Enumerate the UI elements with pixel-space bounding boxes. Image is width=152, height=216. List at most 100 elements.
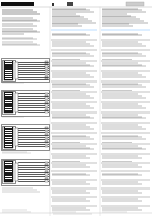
Bar [51,132,97,134]
Bar [45,74,48,75]
Bar [101,153,150,155]
Bar [15,128,18,146]
Bar [45,164,48,165]
Bar [5,95,12,96]
Bar [1,2,34,6]
Bar [45,78,48,79]
Bar [45,107,48,108]
Bar [45,132,48,133]
Bar [1,90,49,116]
Bar [51,60,97,62]
Bar [51,187,97,190]
Bar [51,101,97,103]
Bar [5,139,12,140]
Bar [5,164,12,165]
Bar [45,173,48,175]
Bar [45,171,48,172]
Bar [126,2,144,6]
Bar [5,169,12,170]
Bar [101,80,150,83]
Bar [45,104,48,106]
Bar [51,91,97,93]
Bar [45,93,48,94]
Bar [51,70,97,72]
Bar [5,76,12,77]
Bar [5,127,12,128]
Bar [101,91,150,93]
Bar [5,144,12,145]
Bar [4,92,13,113]
Bar [101,122,150,124]
Bar [45,169,48,170]
Bar [51,153,97,155]
Bar [5,137,12,138]
Bar [51,122,97,124]
Bar [45,102,48,103]
Bar [45,61,48,62]
Bar [5,100,12,101]
Bar [45,166,48,168]
Bar [2,60,15,81]
Bar [101,143,150,145]
Bar [15,163,18,181]
Bar [5,102,12,103]
Bar [5,109,12,110]
Bar [101,101,150,103]
Bar [45,100,48,101]
Bar [101,39,150,41]
Bar [5,171,12,172]
Bar [15,62,18,79]
Bar [51,111,97,114]
Bar [101,29,150,31]
Bar [5,162,12,163]
Bar [45,63,48,64]
Bar [101,49,150,51]
Bar [45,162,48,163]
Bar [45,67,48,69]
Bar [5,93,12,94]
Bar [45,146,48,147]
Bar [51,143,97,145]
Bar [45,70,48,71]
Bar [4,127,13,148]
Bar [5,130,12,131]
Bar [45,95,48,96]
Bar [5,97,12,98]
Bar [5,174,12,175]
Bar [51,205,97,207]
Bar [5,178,12,179]
Bar [101,196,150,198]
Bar [101,70,150,72]
Bar [45,76,48,77]
Bar [101,170,150,172]
Bar [101,132,150,134]
Bar [5,61,12,62]
Bar [5,70,12,71]
Bar [101,162,150,164]
Bar [67,2,73,6]
Bar [1,124,49,150]
Bar [5,132,12,133]
Bar [101,60,150,62]
Bar [5,176,12,177]
Bar [101,111,150,114]
Bar [51,179,97,181]
Bar [45,109,48,110]
Bar [45,134,48,135]
Bar [51,29,97,31]
Bar [5,141,12,142]
Bar [101,187,150,190]
Bar [51,80,97,83]
Bar [45,72,48,73]
Bar [45,111,48,113]
Bar [2,160,15,183]
Bar [45,97,48,98]
Bar [15,94,18,112]
Bar [101,205,150,207]
Bar [5,107,12,108]
Bar [45,180,48,182]
Bar [45,127,48,129]
Bar [51,170,97,172]
Bar [101,179,150,181]
Bar [51,162,97,164]
